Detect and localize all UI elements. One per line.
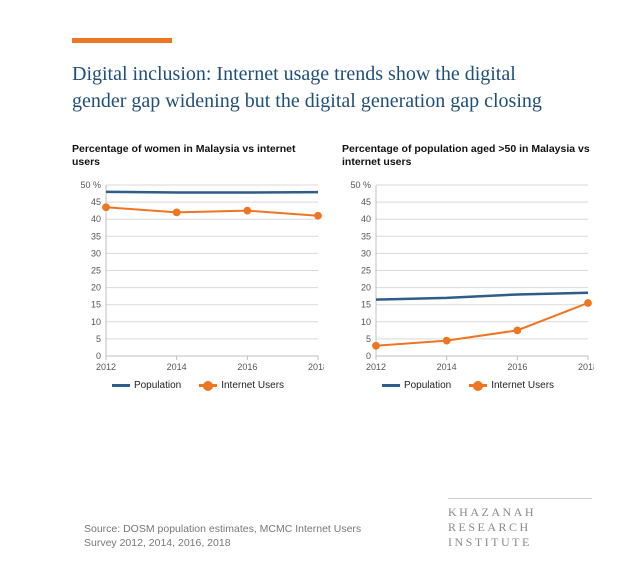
chart-age50-legend: Population Internet Users	[342, 380, 594, 391]
legend-internet-label: Internet Users	[221, 380, 284, 391]
svg-text:30: 30	[91, 248, 101, 258]
svg-text:45: 45	[91, 197, 101, 207]
svg-text:5: 5	[366, 334, 371, 344]
footer: Source: DOSM population estimates, MCMC …	[72, 498, 592, 550]
legend-population-label: Population	[134, 380, 181, 391]
svg-text:15: 15	[91, 300, 101, 310]
chart-women-legend: Population Internet Users	[72, 380, 324, 391]
legend-population-label: Population	[404, 380, 451, 391]
svg-text:45: 45	[361, 197, 371, 207]
page-title: Digital inclusion: Internet usage trends…	[72, 61, 562, 115]
chart-age50-plot: 0 5 10 15 20 25 30 35 40 45 50 % 2012 2014 2016 2018	[342, 179, 594, 374]
chart-women: Percentage of women in Malaysia vs inter…	[72, 143, 324, 391]
svg-text:10: 10	[91, 317, 101, 327]
legend-population: Population	[382, 380, 451, 391]
svg-text:2014: 2014	[167, 362, 187, 372]
svg-text:50 %: 50 %	[80, 180, 101, 190]
svg-text:10: 10	[361, 317, 371, 327]
svg-text:20: 20	[361, 283, 371, 293]
page: Digital inclusion: Internet usage trends…	[0, 0, 626, 580]
brand: KHAZANAH RESEARCH INSTITUTE	[448, 498, 592, 550]
brand-line-3: INSTITUTE	[448, 535, 588, 550]
chart-women-title: Percentage of women in Malaysia vs inter…	[72, 143, 324, 173]
legend-internet-label: Internet Users	[491, 380, 554, 391]
chart-age50-title: Percentage of population aged >50 in Mal…	[342, 143, 594, 173]
svg-text:2018: 2018	[578, 362, 594, 372]
svg-text:35: 35	[361, 231, 371, 241]
svg-text:0: 0	[366, 351, 371, 361]
svg-text:40: 40	[91, 214, 101, 224]
chart-age50: Percentage of population aged >50 in Mal…	[342, 143, 594, 391]
chart-women-plot: 0 5 10 15 20 25 30 35 40 45 50 % 2012 2014 2016 2018	[72, 179, 324, 374]
brand-line-1: KHAZANAH	[448, 505, 588, 520]
svg-text:35: 35	[91, 231, 101, 241]
svg-text:2012: 2012	[366, 362, 386, 372]
legend-population: Population	[112, 380, 181, 391]
source-text: Source: DOSM population estimates, MCMC …	[72, 522, 384, 550]
svg-text:2016: 2016	[507, 362, 527, 372]
brand-line-2: RESEARCH	[448, 520, 588, 535]
svg-text:20: 20	[91, 283, 101, 293]
charts-row: Percentage of women in Malaysia vs inter…	[72, 143, 592, 391]
legend-internet: Internet Users	[469, 380, 554, 391]
svg-text:25: 25	[361, 266, 371, 276]
svg-text:5: 5	[96, 334, 101, 344]
svg-text:15: 15	[361, 300, 371, 310]
svg-text:30: 30	[361, 248, 371, 258]
svg-text:2012: 2012	[96, 362, 116, 372]
svg-text:0: 0	[96, 351, 101, 361]
svg-text:40: 40	[361, 214, 371, 224]
svg-text:25: 25	[91, 266, 101, 276]
svg-text:2016: 2016	[237, 362, 257, 372]
svg-text:2018: 2018	[308, 362, 324, 372]
legend-internet: Internet Users	[199, 380, 284, 391]
svg-text:2014: 2014	[437, 362, 457, 372]
accent-bar	[72, 38, 172, 43]
svg-text:50 %: 50 %	[350, 180, 371, 190]
